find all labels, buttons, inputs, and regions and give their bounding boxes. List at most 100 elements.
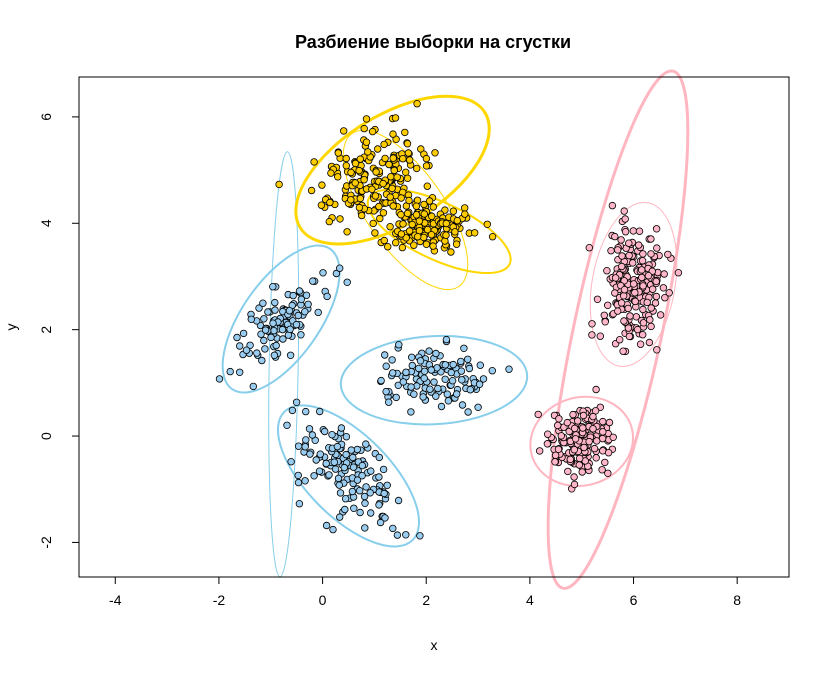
data-point (355, 166, 363, 175)
data-point (639, 305, 647, 314)
data-point (466, 386, 474, 394)
data-point (625, 251, 633, 260)
data-point (278, 325, 287, 334)
data-point (242, 346, 251, 354)
data-point (633, 325, 642, 334)
plot-frame (78, 76, 790, 578)
data-point (457, 367, 466, 375)
x-tick-label: 6 (630, 592, 638, 608)
data-point (292, 398, 301, 406)
data-point (306, 450, 314, 458)
data-point (441, 206, 449, 214)
data-point (483, 220, 491, 228)
data-point (361, 499, 369, 507)
data-point (619, 347, 627, 355)
data-point (638, 273, 646, 282)
data-point (372, 168, 380, 176)
data-point (259, 299, 267, 307)
y-axis-label: y (3, 324, 19, 331)
data-point (611, 274, 620, 282)
data-point (341, 495, 350, 503)
data-point (444, 397, 453, 405)
data-point (347, 446, 355, 454)
data-point (402, 531, 410, 539)
data-point (413, 164, 421, 173)
data-point (302, 436, 310, 444)
x-tick-label: -4 (109, 592, 122, 608)
data-point (401, 128, 409, 137)
data-point (644, 272, 653, 280)
data-point (286, 325, 294, 333)
data-point (371, 229, 379, 237)
data-point (305, 425, 314, 433)
data-point (328, 431, 336, 439)
x-tick-label: 0 (319, 592, 327, 608)
data-point (294, 442, 303, 450)
data-point (621, 215, 629, 223)
data-point (374, 145, 382, 153)
data-point (406, 156, 414, 164)
data-point (429, 203, 437, 211)
data-point (381, 154, 389, 163)
data-point (566, 455, 574, 464)
data-point (364, 148, 372, 156)
data-point (261, 345, 269, 353)
data-point (589, 412, 597, 421)
data-point (631, 297, 639, 306)
data-point (621, 227, 630, 236)
data-point (425, 197, 434, 205)
data-point (605, 418, 614, 427)
data-point (375, 473, 383, 481)
data-point (422, 154, 431, 163)
data-point (404, 149, 413, 157)
data-point (626, 312, 634, 320)
data-point (412, 211, 421, 219)
y-tick-label: 6 (38, 113, 54, 121)
data-point (336, 215, 344, 223)
data-point (551, 451, 560, 459)
data-point (609, 433, 617, 441)
data-point (630, 280, 638, 288)
data-point (315, 467, 324, 475)
data-point (399, 378, 407, 386)
data-point (347, 196, 355, 204)
data-point (645, 338, 654, 347)
data-point (382, 362, 390, 370)
data-point (397, 230, 406, 238)
data-point (332, 269, 341, 278)
data-point (397, 194, 405, 202)
data-point (375, 501, 383, 509)
data-point (253, 349, 261, 357)
data-point (607, 246, 615, 255)
data-point (453, 216, 461, 225)
data-point (340, 463, 348, 472)
data-point (599, 417, 607, 426)
data-point (443, 390, 451, 398)
data-point (674, 269, 683, 277)
data-point (295, 500, 304, 508)
data-point (361, 524, 369, 532)
data-point (342, 154, 350, 163)
data-point (261, 326, 270, 334)
cluster-ellipse (339, 334, 529, 426)
data-point (620, 207, 628, 215)
data-point (596, 332, 604, 340)
data-point (319, 269, 327, 277)
data-point (629, 259, 637, 267)
data-point (588, 331, 596, 339)
data-point (447, 248, 455, 256)
data-point (376, 214, 384, 223)
data-point (358, 461, 366, 470)
data-point (379, 465, 388, 474)
data-point (414, 232, 422, 241)
data-point (614, 246, 622, 254)
data-point (301, 477, 309, 485)
data-point (337, 424, 346, 432)
chart-title: Разбиение выборки на сгустки (295, 32, 571, 52)
data-point (294, 471, 302, 480)
data-point (624, 304, 632, 313)
data-point (302, 291, 311, 299)
data-point (505, 365, 513, 373)
data-point (415, 364, 423, 373)
data-point (616, 336, 624, 344)
